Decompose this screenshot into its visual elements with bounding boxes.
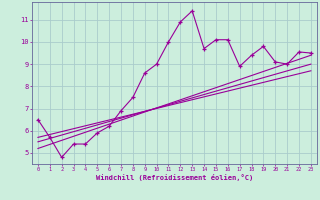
X-axis label: Windchill (Refroidissement éolien,°C): Windchill (Refroidissement éolien,°C) bbox=[96, 174, 253, 181]
